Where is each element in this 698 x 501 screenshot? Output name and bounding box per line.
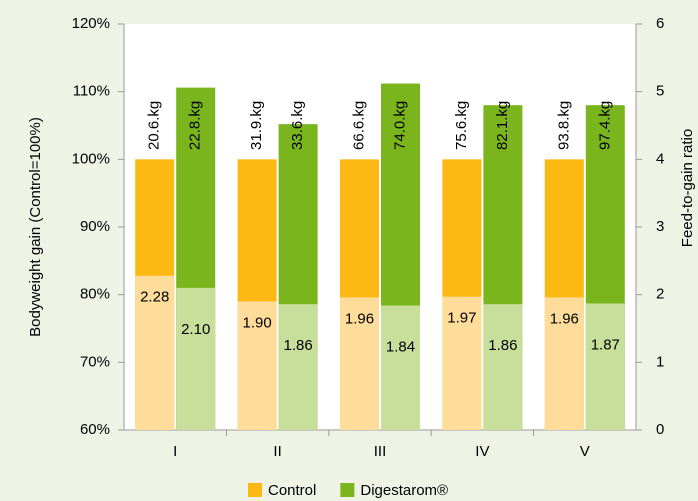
y2-axis-label: Feed-to-gain ratio — [679, 129, 696, 247]
value-label: 1.87 — [591, 336, 620, 353]
ratio-bar — [544, 297, 584, 430]
legend-label: Control — [268, 482, 316, 499]
ratio-bar — [278, 304, 318, 430]
value-label: 1.90 — [242, 314, 271, 331]
weight-label: 20.6.kg — [146, 101, 163, 150]
weight-label: 75.6.kg — [453, 101, 470, 150]
value-label: 1.86 — [283, 337, 312, 354]
weight-label: 93.8.kg — [555, 101, 572, 150]
ratio-bar — [442, 296, 482, 430]
weight-label: 74.0.kg — [391, 101, 408, 150]
y-tick-label: 80% — [80, 286, 110, 303]
ratio-bar — [176, 287, 216, 430]
y2-tick-label: 6 — [656, 15, 664, 32]
ratio-bar — [381, 305, 420, 430]
value-label: 1.84 — [386, 338, 415, 355]
y-axis-label: Bodyweight gain (Control=100%) — [27, 117, 44, 337]
ratio-bar — [237, 301, 277, 430]
legend-label: Digestarom® — [360, 482, 448, 499]
y-tick-label: 120% — [72, 15, 110, 32]
y-tick-label: 110% — [73, 83, 110, 100]
value-label: 1.86 — [488, 337, 517, 354]
weight-label: 31.9.kg — [248, 101, 265, 150]
y2-tick-label: 2 — [656, 286, 664, 303]
x-tick-label: I — [173, 443, 177, 460]
y2-tick-label: 5 — [656, 83, 664, 100]
weight-label: 66.6.kg — [350, 101, 367, 150]
ratio-bar — [135, 275, 175, 430]
ratio-bar — [585, 303, 625, 430]
ratio-bar — [340, 297, 379, 430]
legend-swatch — [340, 483, 355, 497]
x-tick-label: V — [580, 443, 590, 460]
x-tick-label: III — [374, 443, 387, 460]
weight-label: 97.4.kg — [596, 101, 613, 150]
y2-tick-label: 1 — [656, 353, 664, 370]
value-label: 2.10 — [181, 321, 210, 338]
weight-label: 82.1.kg — [494, 101, 511, 150]
weight-label: 33.6.kg — [289, 101, 306, 150]
y2-tick-label: 4 — [656, 150, 664, 167]
y-tick-label: 100% — [72, 150, 110, 167]
x-tick-label: IV — [475, 443, 489, 460]
y2-tick-label: 0 — [656, 421, 664, 438]
y-tick-label: 90% — [80, 218, 110, 235]
value-label: 2.28 — [140, 289, 169, 306]
value-label: 1.97 — [447, 310, 476, 327]
y-tick-label: 70% — [80, 353, 110, 370]
legend-swatch — [248, 483, 262, 497]
ratio-bar — [483, 304, 523, 430]
x-tick-label: II — [273, 443, 281, 460]
weight-label: 22.8.kg — [187, 101, 204, 150]
value-label: 1.96 — [550, 310, 579, 327]
value-label: 1.96 — [345, 310, 374, 327]
y2-tick-label: 3 — [656, 218, 664, 235]
y-tick-label: 60% — [80, 421, 110, 438]
